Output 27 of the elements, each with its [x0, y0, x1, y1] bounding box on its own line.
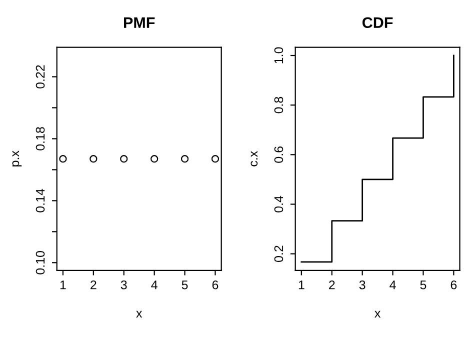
x-tick-label: 4 — [390, 280, 396, 290]
x-tick-label: 5 — [182, 280, 188, 290]
x-tick-label: 5 — [420, 280, 426, 290]
y-tick-label: 0.14 — [36, 188, 45, 212]
y-tick-label: 0.4 — [274, 196, 284, 212]
x-axis-title: x — [374, 310, 381, 318]
y-tick-label: 0.2 — [274, 246, 284, 262]
y-tick-label: 1.0 — [274, 47, 284, 64]
x-tick-label: 3 — [359, 280, 366, 290]
x-tick-label: 1 — [60, 280, 66, 290]
x-tick-label: 6 — [212, 280, 218, 290]
x-tick-label: 2 — [90, 280, 96, 290]
x-axis-title: x — [136, 310, 142, 318]
y-tick-label: 0.10 — [36, 250, 45, 274]
x-tick-label: 1 — [298, 280, 304, 290]
y-axis-title: p.x — [12, 150, 22, 166]
y-tick-label: 0.22 — [36, 65, 45, 88]
y-tick-label: 0.18 — [36, 127, 45, 150]
y-axis-title: c.x — [250, 151, 258, 166]
x-tick-label: 2 — [329, 280, 335, 290]
y-tick-label: 0.6 — [274, 146, 284, 163]
chart-title: CDF — [362, 17, 393, 28]
x-tick-label: 6 — [450, 280, 457, 290]
y-tick-label: 0.8 — [274, 96, 284, 114]
x-tick-label: 3 — [120, 280, 127, 290]
chart-title: PMF — [124, 17, 155, 28]
x-tick-label: 4 — [151, 280, 158, 290]
